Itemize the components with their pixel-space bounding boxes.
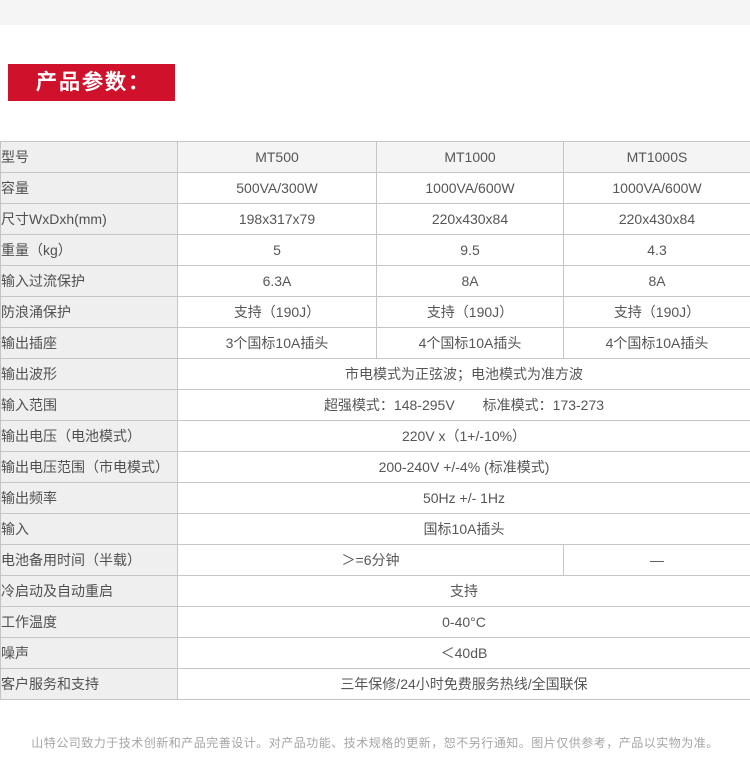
spec-label-cell: 输出插座 — [0, 327, 178, 360]
spec-label-cell: 容量 — [0, 172, 178, 205]
spec-value-cell: 500VA/300W — [177, 172, 377, 205]
spec-value-cell: 国标10A插头 — [177, 513, 750, 546]
table-row: 输出插座 3个国标10A插头 4个国标10A插头 4个国标10A插头 — [0, 327, 750, 360]
spec-label-cell: 尺寸WxDxh(mm) — [0, 203, 178, 236]
spec-value-cell: 市电模式为正弦波；电池模式为准方波 — [177, 358, 750, 391]
model-column-header: MT1000S — [563, 141, 750, 174]
top-strip — [0, 0, 750, 25]
table-row: 冷启动及自动重启 支持 — [0, 575, 750, 608]
spec-value-cell: 1000VA/600W — [563, 172, 750, 205]
spec-value-cell: 220x430x84 — [376, 203, 564, 236]
spec-label-cell: 电池备用时间（半载） — [0, 544, 178, 577]
table-row: 输出波形 市电模式为正弦波；电池模式为准方波 — [0, 358, 750, 391]
spec-label-cell: 防浪涌保护 — [0, 296, 178, 329]
spec-value-cell: 220x430x84 — [563, 203, 750, 236]
spec-value-cell: 4个国标10A插头 — [563, 327, 750, 360]
spec-value-cell: 6.3A — [177, 265, 377, 298]
model-column-header: MT500 — [177, 141, 377, 174]
table-row: 输出电压范围（市电模式） 200-240V +/-4% (标准模式) — [0, 451, 750, 484]
spec-value-cell: 1000VA/600W — [376, 172, 564, 205]
spec-label-cell: 冷启动及自动重启 — [0, 575, 178, 608]
spec-value-cell: 支持（190J） — [177, 296, 377, 329]
table-row: 电池备用时间（半载） ＞=6分钟 — — [0, 544, 750, 577]
spec-label-cell: 输出电压范围（市电模式） — [0, 451, 178, 484]
spec-value-cell: 支持（190J） — [563, 296, 750, 329]
table-row: 客户服务和支持 三年保修/24小时免费服务热线/全国联保 — [0, 668, 750, 701]
table-row: 尺寸WxDxh(mm) 198x317x79 220x430x84 220x430x8… — [0, 203, 750, 236]
spec-value-cell: 超强模式：148-295V 标准模式：173-273 — [177, 389, 750, 422]
spec-value-cell: 4.3 — [563, 234, 750, 267]
table-row: 输入过流保护 6.3A 8A 8A — [0, 265, 750, 298]
spec-label-cell: 输入过流保护 — [0, 265, 178, 298]
spec-label-cell: 输入范围 — [0, 389, 178, 422]
spec-value-cell: 支持 — [177, 575, 750, 608]
spec-label-cell: 重量（kg） — [0, 234, 178, 267]
section-title-banner: 产品参数： — [8, 64, 175, 102]
table-row: 输入 国标10A插头 — [0, 513, 750, 546]
table-row: 容量 500VA/300W 1000VA/600W 1000VA/600W — [0, 172, 750, 205]
spec-value-cell: 220V x（1+/-10%） — [177, 420, 750, 453]
model-column-header: MT1000 — [376, 141, 564, 174]
spec-value-cell: — — [563, 544, 750, 577]
spec-label-cell: 噪声 — [0, 637, 178, 670]
table-row: 工作温度 0-40°C — [0, 606, 750, 639]
spec-label-cell: 输出频率 — [0, 482, 178, 515]
spec-label-cell: 型号 — [0, 141, 178, 174]
spec-label-cell: 输出波形 — [0, 358, 178, 391]
spec-value-cell: 8A — [563, 265, 750, 298]
spec-value-cell: 198x317x79 — [177, 203, 377, 236]
table-row: 重量（kg） 5 9.5 4.3 — [0, 234, 750, 267]
table-row: 防浪涌保护 支持（190J） 支持（190J） 支持（190J） — [0, 296, 750, 329]
table-row: 输入范围 超强模式：148-295V 标准模式：173-273 — [0, 389, 750, 422]
spec-label-cell: 输出电压（电池模式） — [0, 420, 178, 453]
product-spec-table: 型号 MT500 MT1000 MT1000S 容量 500VA/300W 1000VA/6… — [0, 141, 750, 701]
table-row: 型号 MT500 MT1000 MT1000S — [0, 141, 750, 174]
spec-value-cell: 0-40°C — [177, 606, 750, 639]
section-title: 产品参数： — [36, 71, 151, 94]
spec-label-cell: 客户服务和支持 — [0, 668, 178, 701]
table-row: 噪声 ＜40dB — [0, 637, 750, 670]
spec-value-cell: 200-240V +/-4% (标准模式) — [177, 451, 750, 484]
spec-value-cell: 支持（190J） — [376, 296, 564, 329]
spec-value-cell: 三年保修/24小时免费服务热线/全国联保 — [177, 668, 750, 701]
spec-value-cell: 5 — [177, 234, 377, 267]
table-row: 输出频率 50Hz +/- 1Hz — [0, 482, 750, 515]
spec-value-cell: ＜40dB — [177, 637, 750, 670]
spec-value-cell: ＞=6分钟 — [177, 544, 564, 577]
disclaimer-text: 山特公司致力于技术创新和产品完善设计。对产品功能、技术规格的更新，恕不另行通知。… — [31, 736, 719, 751]
table-row: 输出电压（电池模式） 220V x（1+/-10%） — [0, 420, 750, 453]
spec-table-body: 型号 MT500 MT1000 MT1000S 容量 500VA/300W 1000VA/6… — [0, 141, 750, 701]
spec-value-cell: 8A — [376, 265, 564, 298]
spec-value-cell: 4个国标10A插头 — [376, 327, 564, 360]
spec-label-cell: 工作温度 — [0, 606, 178, 639]
spec-value-cell: 3个国标10A插头 — [177, 327, 377, 360]
spec-value-cell: 9.5 — [376, 234, 564, 267]
spec-value-cell: 50Hz +/- 1Hz — [177, 482, 750, 515]
spec-label-cell: 输入 — [0, 513, 178, 546]
